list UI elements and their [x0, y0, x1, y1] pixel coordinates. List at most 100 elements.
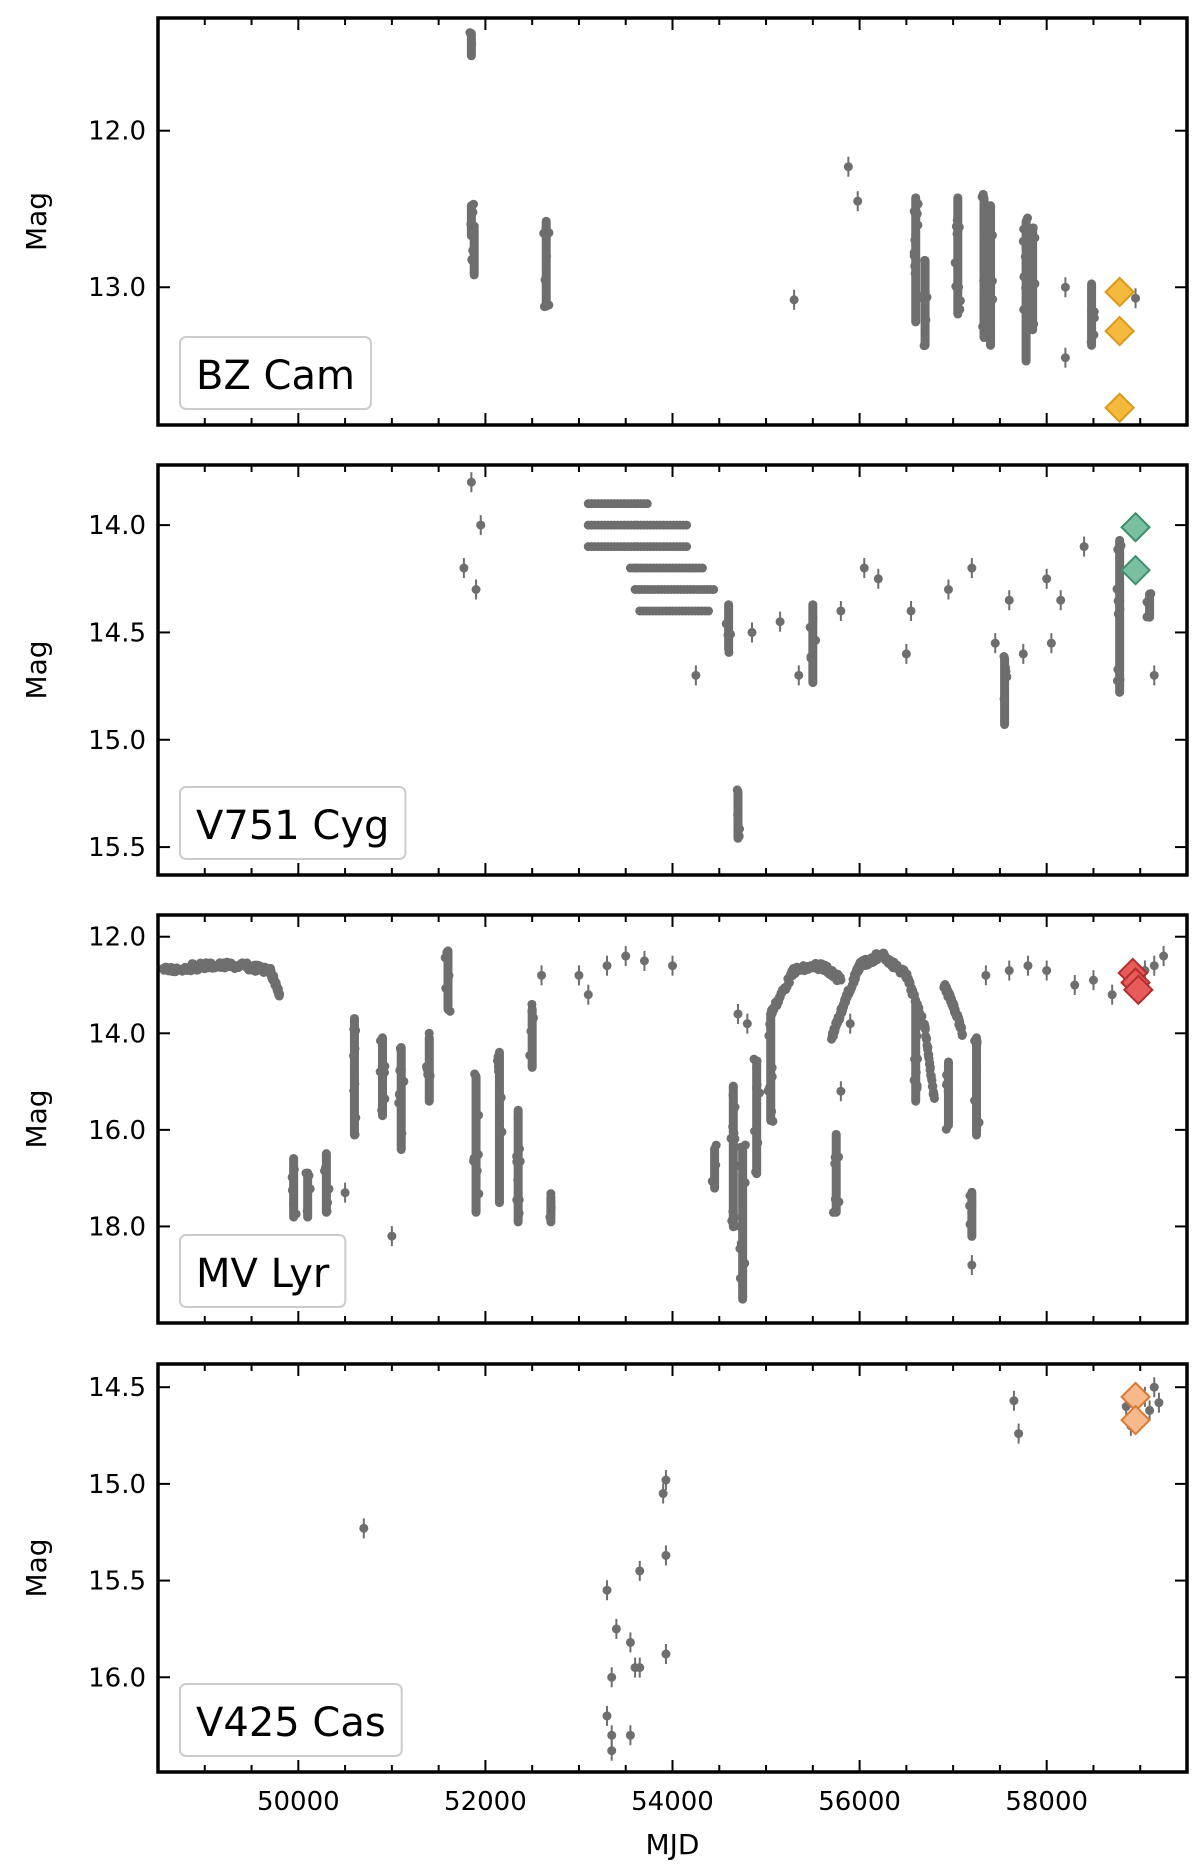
data-point [621, 951, 631, 961]
y-tick-label: 16.0 [88, 1116, 146, 1146]
data-point [1028, 223, 1038, 233]
y-tick-label: 14.0 [88, 1019, 146, 1049]
data-point [1018, 236, 1028, 246]
data-point [682, 542, 692, 552]
data-point [611, 1624, 621, 1634]
data-point [537, 970, 547, 980]
data-point [350, 1130, 360, 1140]
data-point [909, 251, 919, 261]
data-point [635, 1663, 645, 1673]
data-point [513, 1175, 523, 1185]
data-point [845, 1019, 855, 1029]
data-point [540, 275, 550, 285]
highlight-diamond-marker [1120, 511, 1151, 543]
data-point [985, 206, 995, 216]
data-point [1112, 676, 1122, 686]
observation-column [972, 1033, 982, 1140]
data-point [546, 1203, 556, 1213]
data-point [912, 1083, 922, 1093]
data-point [711, 1160, 721, 1170]
data-point [682, 520, 692, 530]
data-point [952, 229, 962, 239]
star-name-text: BZ Cam [196, 353, 355, 399]
data-point [444, 971, 454, 981]
data-point [602, 1585, 612, 1595]
data-point [910, 261, 920, 271]
data-point [377, 1105, 387, 1115]
data-point [972, 1037, 982, 1047]
data-point [1060, 353, 1070, 363]
data-point [910, 1054, 920, 1064]
data-point [661, 1550, 671, 1560]
y-tick-label: 18.0 [88, 1212, 146, 1242]
data-point [967, 1260, 977, 1270]
data-point [1004, 595, 1014, 605]
data-point [494, 1059, 504, 1069]
data-point [1042, 966, 1052, 976]
data-point [1023, 961, 1033, 971]
data-point [909, 206, 919, 216]
y-tick-label: 15.5 [88, 1567, 146, 1597]
data-point [289, 1165, 299, 1175]
y-tick-label: 12.0 [88, 923, 146, 953]
data-point [911, 1067, 921, 1077]
data-point [983, 270, 993, 280]
data-point [526, 1026, 536, 1036]
y-axis-label: Mag [20, 1538, 53, 1597]
data-point [983, 221, 993, 231]
data-point [751, 1167, 761, 1177]
data-point [1146, 589, 1156, 599]
data-point [735, 1244, 745, 1254]
y-axis-label: Mag [20, 1089, 53, 1148]
data-point [607, 1746, 617, 1756]
data-point [1042, 574, 1052, 584]
data-point [985, 238, 995, 248]
data-point [305, 1184, 315, 1194]
highlight-diamond-marker [1104, 392, 1136, 424]
data-point [496, 1093, 506, 1103]
data-point [913, 199, 923, 209]
panel-v425-cas: 14.5 15.0 15.5 16.0 50000 52000 54000 56000 5800… [20, 1362, 1189, 1861]
data-point [468, 207, 478, 217]
y-tick-label: 14.0 [88, 511, 146, 541]
data-point [910, 269, 920, 279]
data-point [990, 638, 1000, 648]
data-point [607, 1672, 617, 1682]
data-point [1056, 595, 1066, 605]
data-point [465, 28, 475, 38]
data-point [805, 622, 815, 632]
data-point [988, 294, 998, 304]
axes-frame [156, 463, 1189, 877]
data-point [942, 1070, 952, 1080]
data-point [289, 1199, 299, 1209]
data-point [642, 499, 652, 509]
data-point [1020, 252, 1030, 262]
data-point [1004, 966, 1014, 976]
data-point [625, 1730, 635, 1740]
data-point [943, 585, 953, 595]
data-point [1107, 990, 1117, 1000]
data-point [1131, 293, 1141, 303]
data-point [843, 162, 853, 172]
data-point [984, 230, 994, 240]
y-tick-label: 12.0 [88, 117, 146, 147]
data-point [469, 1153, 479, 1163]
data-point [424, 1028, 434, 1038]
data-point [768, 1116, 778, 1126]
axes-frame [156, 1362, 1189, 1774]
data-point [752, 1083, 762, 1093]
data-point [723, 630, 733, 640]
data-point [736, 1142, 746, 1152]
data-point [459, 563, 469, 573]
data-point [1030, 233, 1040, 243]
y-axis-label: Mag [20, 640, 53, 699]
data-point [399, 1076, 409, 1086]
observation-column [752, 1057, 762, 1179]
data-point [1112, 584, 1122, 594]
data-point [514, 1195, 524, 1205]
star-name-label: V425 Cas [179, 1683, 403, 1757]
y-axis-label: Mag [20, 192, 53, 251]
data-point [375, 1067, 385, 1077]
data-point [1023, 213, 1033, 223]
data-point [753, 1138, 763, 1148]
